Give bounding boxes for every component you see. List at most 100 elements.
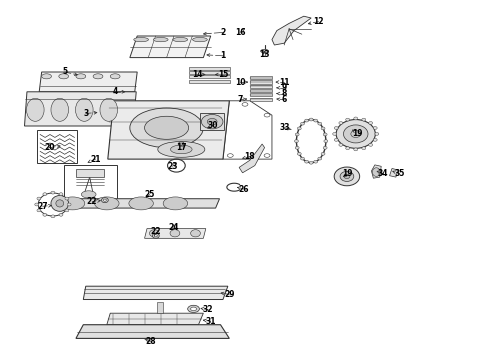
Text: 28: 28 [146,337,156,346]
Ellipse shape [163,197,188,210]
Text: 11: 11 [279,77,290,86]
Ellipse shape [334,127,338,130]
Ellipse shape [191,230,200,237]
Ellipse shape [321,152,325,155]
Ellipse shape [314,160,318,163]
Polygon shape [39,72,137,92]
Ellipse shape [149,230,159,237]
Ellipse shape [336,120,375,148]
Bar [250,80,272,84]
Ellipse shape [173,37,188,42]
Ellipse shape [305,160,309,163]
Ellipse shape [346,118,350,121]
Ellipse shape [59,213,63,216]
Ellipse shape [324,140,328,143]
Text: 30: 30 [208,122,219,130]
Text: 22: 22 [150,227,161,236]
Ellipse shape [300,122,304,125]
Ellipse shape [65,197,69,200]
Ellipse shape [100,98,118,121]
Ellipse shape [368,122,372,125]
Ellipse shape [110,74,120,79]
Text: 14: 14 [192,70,202,79]
Ellipse shape [343,125,368,143]
Ellipse shape [339,122,343,125]
Ellipse shape [344,174,350,179]
Text: 6: 6 [282,95,287,104]
Ellipse shape [129,197,153,210]
Text: 2: 2 [220,28,225,37]
Ellipse shape [178,142,184,146]
Text: 3: 3 [83,109,88,118]
Ellipse shape [351,130,361,138]
Bar [157,302,163,313]
Ellipse shape [318,157,322,160]
Bar [250,98,272,101]
Text: 26: 26 [239,184,249,194]
Ellipse shape [51,191,55,194]
Text: 29: 29 [224,290,235,299]
Bar [200,113,224,130]
Bar [189,71,230,74]
Text: 20: 20 [45,143,55,152]
Polygon shape [107,313,203,325]
Ellipse shape [76,74,86,79]
Ellipse shape [354,148,358,151]
Ellipse shape [81,191,96,198]
Ellipse shape [305,119,309,122]
Ellipse shape [294,140,298,143]
Ellipse shape [101,198,108,203]
Text: 16: 16 [235,28,245,37]
Ellipse shape [152,233,159,238]
Ellipse shape [154,235,157,237]
Ellipse shape [261,49,269,53]
Ellipse shape [93,74,103,79]
Polygon shape [58,199,220,208]
Text: 25: 25 [144,190,155,199]
Ellipse shape [193,37,207,42]
Ellipse shape [59,74,69,79]
Polygon shape [108,101,229,159]
Text: 18: 18 [245,152,255,161]
Text: 13: 13 [259,50,270,59]
Ellipse shape [323,147,327,149]
Ellipse shape [373,138,377,141]
Text: 33: 33 [280,123,291,132]
Polygon shape [24,92,136,126]
Bar [189,80,230,83]
Ellipse shape [297,152,301,155]
Ellipse shape [170,230,180,237]
Ellipse shape [346,147,350,150]
Ellipse shape [37,209,41,212]
Ellipse shape [309,118,313,121]
Bar [37,130,77,163]
Ellipse shape [59,193,63,195]
Polygon shape [145,229,206,238]
Bar [250,89,272,92]
Ellipse shape [372,168,380,176]
Ellipse shape [334,138,338,141]
Text: 32: 32 [203,305,214,314]
Text: 22: 22 [87,197,98,206]
Ellipse shape [130,108,203,148]
Text: 23: 23 [167,162,178,171]
Ellipse shape [51,215,55,218]
Bar [76,169,104,177]
Polygon shape [76,325,229,338]
Ellipse shape [158,141,205,157]
Ellipse shape [207,118,217,125]
Ellipse shape [362,147,366,150]
Text: 19: 19 [352,129,363,138]
Ellipse shape [67,203,71,206]
Text: 19: 19 [343,169,353,178]
Ellipse shape [314,119,318,122]
Ellipse shape [42,74,51,79]
Text: 31: 31 [205,317,216,325]
Ellipse shape [368,143,372,146]
Ellipse shape [95,197,119,210]
Ellipse shape [56,200,64,207]
Ellipse shape [339,143,343,146]
Text: 15: 15 [218,70,228,79]
Ellipse shape [300,157,304,160]
Text: 35: 35 [394,169,405,178]
